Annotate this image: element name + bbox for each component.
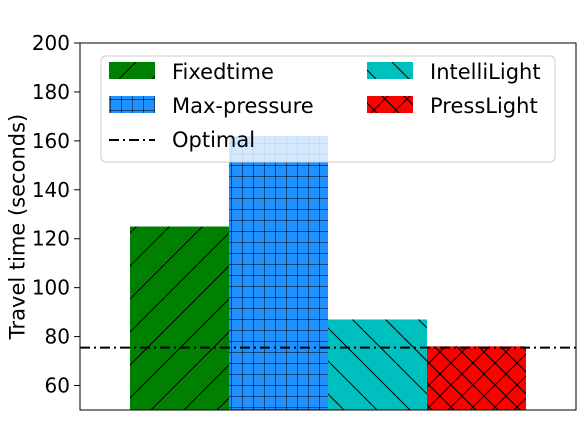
- y-tick-label: 180: [32, 80, 70, 104]
- y-tick-label: 100: [32, 276, 70, 300]
- axes-frame: [79, 42, 577, 411]
- y-tick-label: 60: [45, 374, 70, 398]
- legend-label: Optimal: [172, 128, 255, 152]
- y-axis-label: Travel time (seconds): [5, 114, 29, 340]
- bar-hatch: [130, 226, 229, 410]
- y-tick-label: 80: [45, 325, 70, 349]
- legend-swatch-hatch: [109, 96, 155, 113]
- legend-box: [100, 55, 556, 163]
- y-tick-label: 120: [32, 227, 70, 251]
- legend-swatch-hatch: [367, 62, 413, 79]
- y-tick-label: 160: [32, 129, 70, 153]
- legend-label: Fixedtime: [172, 60, 274, 84]
- bars-group: [130, 135, 526, 410]
- bar-hatch: [328, 319, 427, 410]
- y-tick-label: 140: [32, 178, 70, 202]
- y-axis-ticks: 60 80 100 120 140 160 180 200: [32, 31, 80, 398]
- legend: Fixedtime Max-pressure IntelliLight PressLi…: [100, 55, 556, 163]
- legend-label: PressLight: [430, 94, 538, 118]
- legend-label: Max-pressure: [172, 94, 314, 118]
- legend-label: IntelliLight: [430, 60, 541, 84]
- y-tick-label: 200: [32, 31, 70, 55]
- bar-hatch: [427, 346, 526, 410]
- legend-swatch-hatch: [367, 96, 413, 113]
- legend-swatch-hatch: [109, 62, 155, 79]
- bar-hatch: [229, 135, 328, 410]
